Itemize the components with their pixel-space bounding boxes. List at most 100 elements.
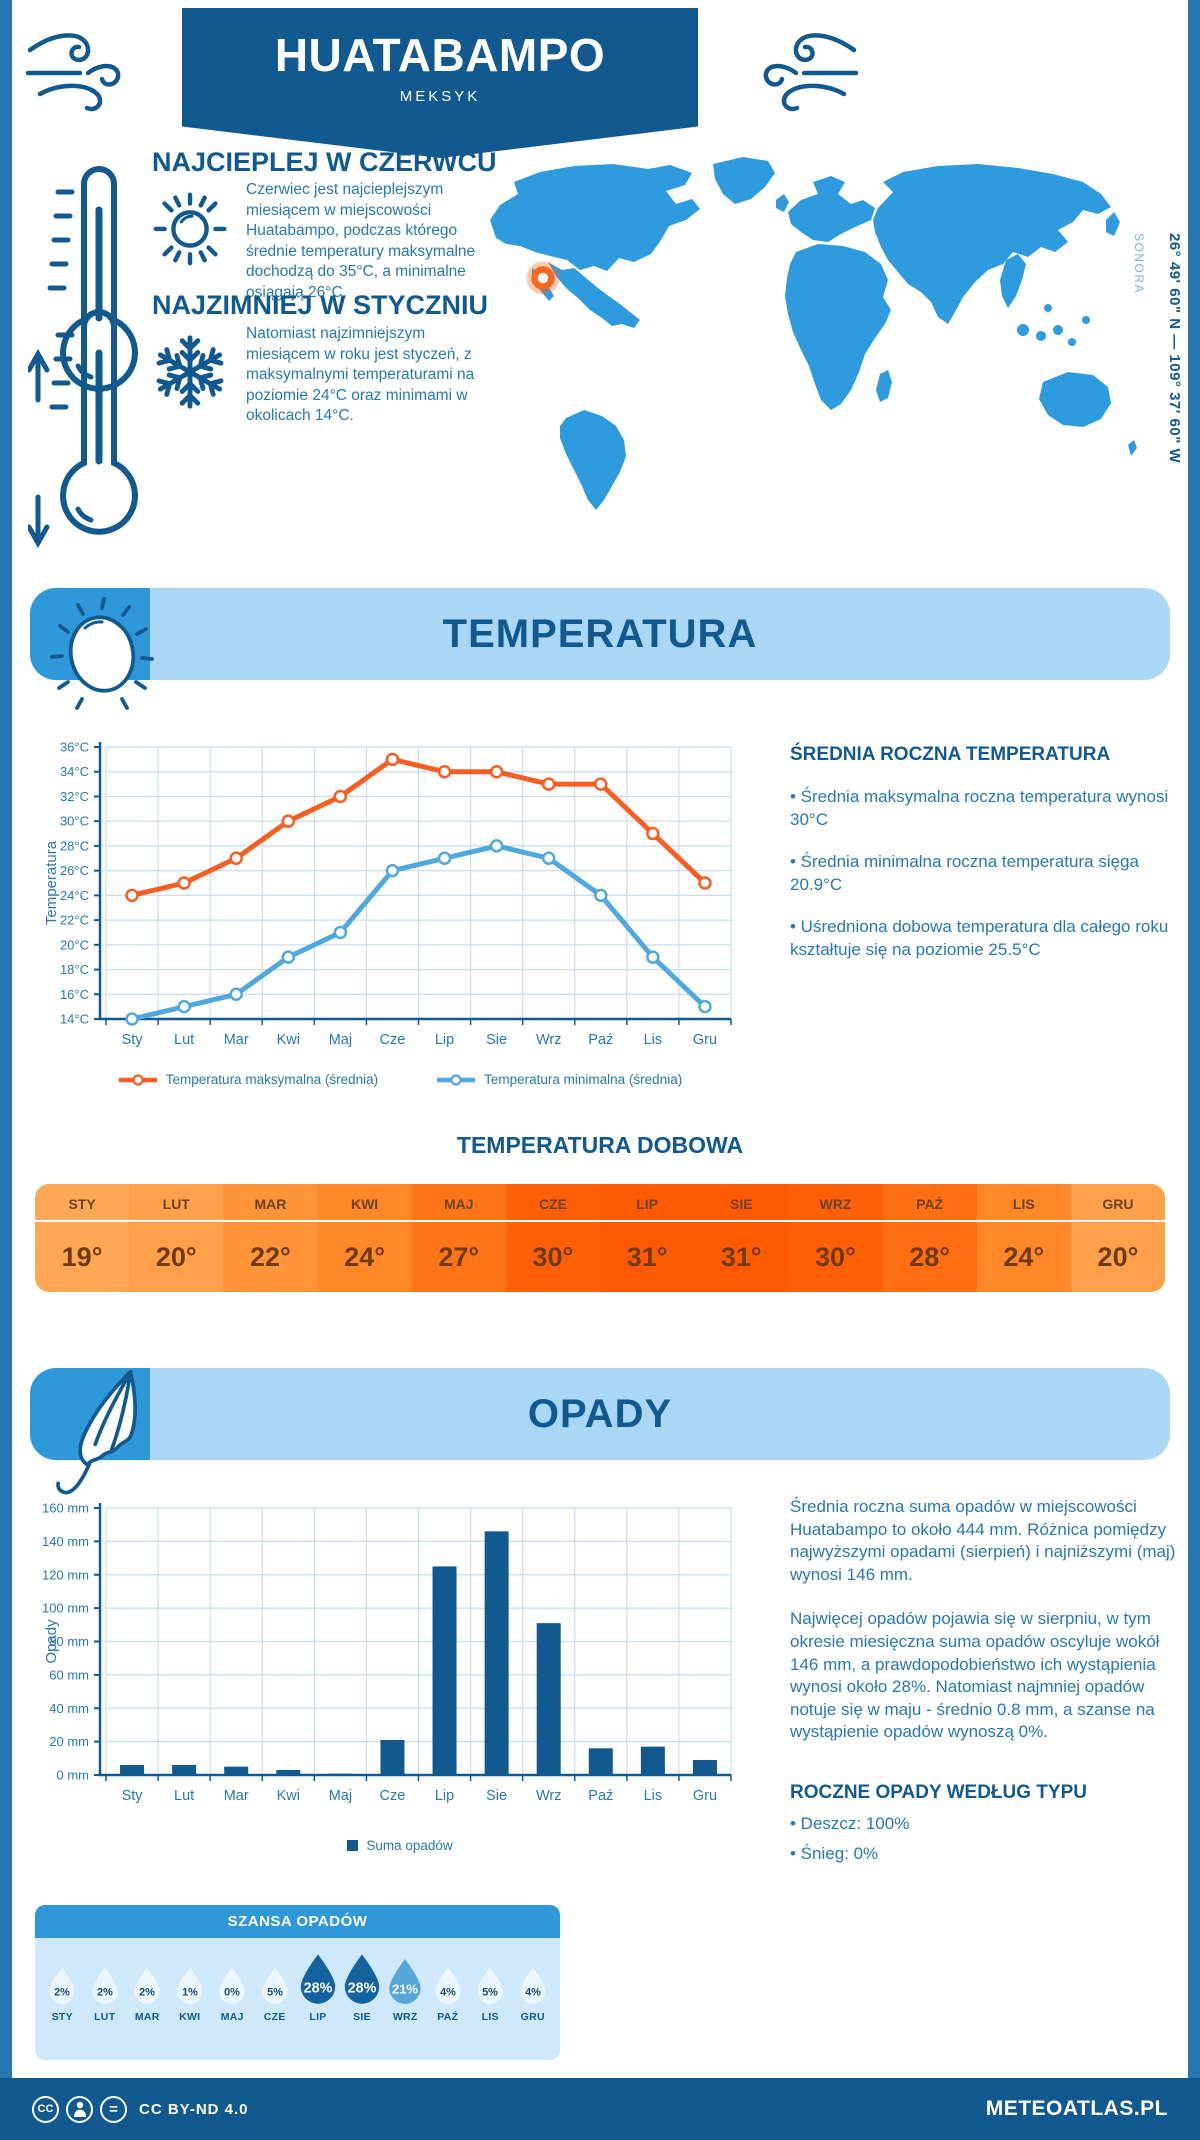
svg-text:4%: 4% <box>525 1987 541 1999</box>
svg-text:36°C: 36°C <box>60 740 89 755</box>
sun-icon-large <box>50 597 154 710</box>
svg-text:21%: 21% <box>392 1982 418 1997</box>
svg-text:18°C: 18°C <box>60 962 89 977</box>
chance-month-label: GRU <box>520 2011 545 2023</box>
svg-text:Gru: Gru <box>693 1032 717 1048</box>
map-mexico <box>548 262 640 328</box>
svg-text:4%: 4% <box>440 1987 456 1999</box>
svg-text:Cze: Cze <box>380 1788 406 1804</box>
daily-temp-month: MAR <box>223 1184 318 1222</box>
svg-text:22°C: 22°C <box>60 913 89 928</box>
precipitation-type-heading: ROCZNE OPADY WEDŁUG TYPU <box>790 1782 1087 1804</box>
droplet-icon: 5% <box>258 1948 292 2006</box>
daily-temp-cell: LUT 20° <box>129 1184 224 1292</box>
daily-temp-cell: PAŹ 28° <box>882 1184 977 1292</box>
svg-text:24°C: 24°C <box>60 888 89 903</box>
cc-nd-icon: = <box>100 2095 127 2123</box>
svg-text:Lut: Lut <box>174 1032 194 1048</box>
daily-temp-value: 30° <box>532 1241 574 1272</box>
wind-icon-right <box>763 33 859 112</box>
chance-month-label: MAJ <box>220 2011 244 2023</box>
svg-text:20 mm: 20 mm <box>49 1734 89 1749</box>
svg-text:26°C: 26°C <box>60 863 89 878</box>
chance-month-label: SIE <box>353 2011 371 2023</box>
svg-text:Paź: Paź <box>588 1788 613 1804</box>
svg-text:2%: 2% <box>97 1987 113 1999</box>
precipitation-paragraph: Najwięcej opadów pojawia się w sierpniu,… <box>790 1609 1160 1742</box>
svg-text:Sie: Sie <box>486 1032 507 1048</box>
license-label: CC BY-ND 4.0 <box>139 2100 249 2118</box>
cc-license-icons: CC = <box>32 2095 127 2123</box>
daily-temp-value: 20° <box>155 1241 197 1272</box>
footer: CC = CC BY-ND 4.0 METEOATLAS.PL <box>0 2078 1200 2140</box>
region-label: SONORA <box>1132 233 1146 295</box>
daily-temp-month: WRZ <box>788 1184 883 1222</box>
coordinates-label: 26° 49' 60" N — 109° 37' 60" W <box>1166 233 1183 464</box>
warmest-heading: NAJCIEPLEJ W CZERWCU <box>152 147 497 177</box>
temperature-banner: TEMPERATURA <box>30 588 1170 680</box>
daily-temp-value: 24° <box>1003 1241 1045 1272</box>
svg-text:Maj: Maj <box>329 1032 352 1048</box>
svg-text:1%: 1% <box>182 1987 198 1999</box>
svg-text:Paź: Paź <box>588 1032 613 1048</box>
svg-text:Wrz: Wrz <box>536 1788 562 1804</box>
svg-text:Temperatura: Temperatura <box>43 840 60 925</box>
map-africa <box>785 244 891 410</box>
coldest-heading: NAJZIMNIEJ W STYCZNIU <box>152 290 489 320</box>
map-greenland <box>713 157 775 204</box>
coldest-text: Natomiast najzimniejszym miesiącem w rok… <box>246 325 475 425</box>
legend-square <box>347 1840 359 1851</box>
svg-text:30°C: 30°C <box>60 814 89 829</box>
sun-icon-small <box>153 192 227 266</box>
svg-text:Gru: Gru <box>693 1788 717 1804</box>
chance-column: 2% MAR <box>126 1948 169 2060</box>
svg-text:0 mm: 0 mm <box>57 1768 90 1783</box>
chance-heading: SZANSA OPADÓW <box>35 1905 560 1938</box>
svg-text:32°C: 32°C <box>60 789 89 804</box>
world-map <box>490 157 1137 510</box>
temperature-bullet: • Średnia maksymalna roczna temperatura … <box>790 787 1169 829</box>
svg-text:80 mm: 80 mm <box>49 1634 89 1649</box>
svg-text:2%: 2% <box>54 1987 70 1999</box>
temperature-chart: 36°C 34°C 32°C 30°C 28°C 26°C 24°C 22°C 20°C 18°C… <box>43 740 732 1048</box>
droplet-icon: 0% <box>215 1948 249 2006</box>
map-se-asia <box>1000 254 1026 308</box>
daily-temp-value: 20° <box>1097 1241 1139 1272</box>
daily-temp-table: STY 19° LUT 20° MAR 22° KWI 24° MAJ 27° CZE 30° LIP 3… <box>35 1184 1165 1292</box>
svg-text:Wrz: Wrz <box>536 1032 562 1048</box>
svg-text:140 mm: 140 mm <box>42 1534 89 1549</box>
droplet-icon: 21% <box>385 1948 425 2006</box>
svg-text:Mar: Mar <box>224 1788 249 1804</box>
daily-temp-value: 30° <box>815 1241 856 1272</box>
daily-temp-cell: MAR 22° <box>223 1184 318 1292</box>
svg-text:Sty: Sty <box>122 1788 144 1804</box>
map-europe <box>788 176 875 242</box>
precipitation-chart: 160 mm 140 mm 120 mm 100 mm 80 mm 60 mm 40 mm 2… <box>42 1501 732 1804</box>
svg-text:14°C: 14°C <box>60 1012 89 1027</box>
svg-text:16°C: 16°C <box>60 987 89 1002</box>
svg-text:20°C: 20°C <box>60 937 89 952</box>
legend-marker-min <box>437 1073 476 1086</box>
precipitation-banner-title: OPADY <box>527 1392 673 1436</box>
droplet-icon: 2% <box>88 1948 122 2006</box>
thermometer-up-icon <box>28 166 138 403</box>
svg-text:0%: 0% <box>224 1987 240 1999</box>
daily-temp-cell: SIE 31° <box>694 1184 789 1292</box>
svg-text:Sie: Sie <box>486 1788 507 1804</box>
chance-month-label: PAŹ <box>437 2011 459 2023</box>
daily-temp-cell: MAJ 27° <box>411 1184 506 1292</box>
daily-temp-cell: GRU 20° <box>1070 1184 1165 1292</box>
chance-panel: SZANSA OPADÓW 2% STY 2% LUT 2% MAR 1% KWI 0%… <box>35 1905 560 2060</box>
location-marker-icon <box>526 261 560 295</box>
svg-text:160 mm: 160 mm <box>42 1501 89 1516</box>
legend-item-min: Temperatura minimalna (średnia) <box>436 1072 682 1087</box>
legend-label-min: Temperatura minimalna (średnia) <box>484 1072 683 1087</box>
legend-marker-max <box>118 1073 157 1086</box>
daily-temp-value: 22° <box>250 1241 291 1272</box>
precipitation-summary: Średnia roczna suma opadów w miejscowośc… <box>790 1496 1176 1864</box>
temperature-banner-title: TEMPERATURA <box>442 612 758 656</box>
svg-text:Lis: Lis <box>644 1032 663 1048</box>
svg-text:Lip: Lip <box>435 1788 454 1804</box>
thermometer-down-icon <box>28 309 138 549</box>
map-south-america <box>560 410 626 510</box>
